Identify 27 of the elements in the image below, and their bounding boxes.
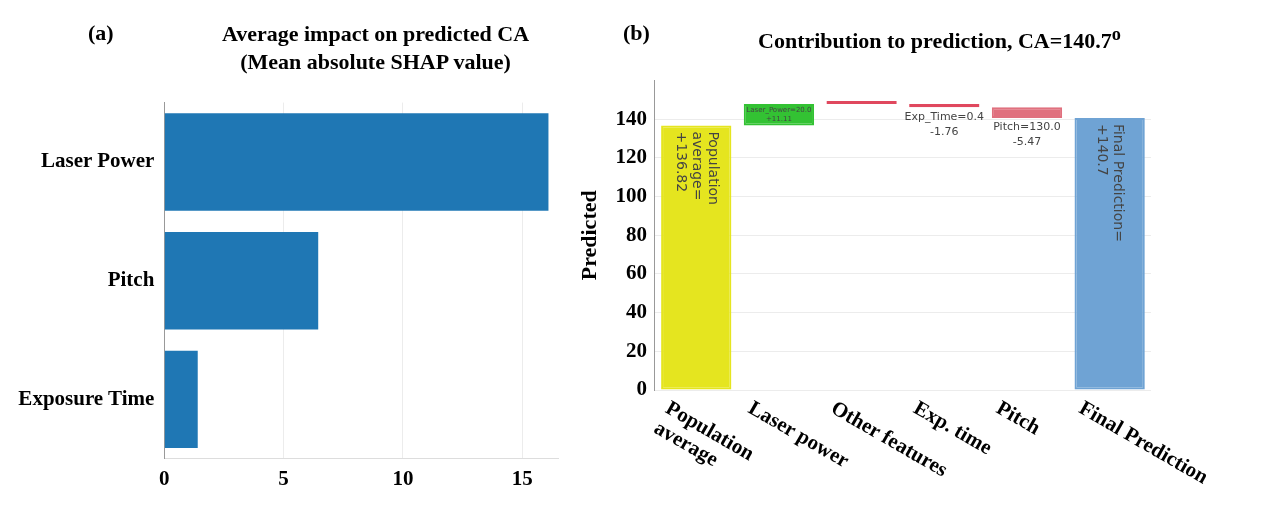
bar (164, 232, 319, 330)
x-tick-label: 5 (278, 465, 289, 490)
text: (b) (623, 20, 650, 46)
y-tick-label: Exposure Time (18, 385, 155, 410)
x-tick-label: 15 (511, 465, 533, 490)
y-tick-label: 140 (615, 105, 647, 130)
y-tick-label: 40 (625, 299, 647, 324)
chart-title: Contribution to prediction, CA=140.7$^{o}$ (757, 23, 1122, 56)
y-tick-label: 120 (615, 144, 647, 169)
data-label: Exp_Time=0.4 -1.76 (904, 109, 985, 138)
y-tick-label: 80 (625, 221, 647, 246)
bar (164, 350, 198, 449)
y-tick-label: 0 (636, 376, 647, 401)
x-tick-label: Pitch (992, 395, 1046, 440)
data-label: Pitch=130.0 -5.47 (993, 120, 1061, 149)
y-tick-label: 60 (625, 260, 647, 285)
y-axis-title: Predicted (575, 190, 601, 281)
data-label: Population average= +136.82 (673, 131, 722, 205)
y-tick-label: 20 (625, 337, 647, 362)
y-tick-label: Pitch (107, 267, 155, 292)
y-tick-label: Laser Power (41, 148, 155, 173)
x-tick-label: 10 (392, 465, 414, 490)
bar (164, 113, 549, 211)
data-label: Final Prediction= +140.7 (1095, 123, 1128, 242)
text: (a) (88, 20, 114, 46)
chart-title: Average impact on predicted CA (Mean absolute SHAP value) (220, 20, 531, 76)
y-tick-label: 100 (615, 183, 647, 208)
